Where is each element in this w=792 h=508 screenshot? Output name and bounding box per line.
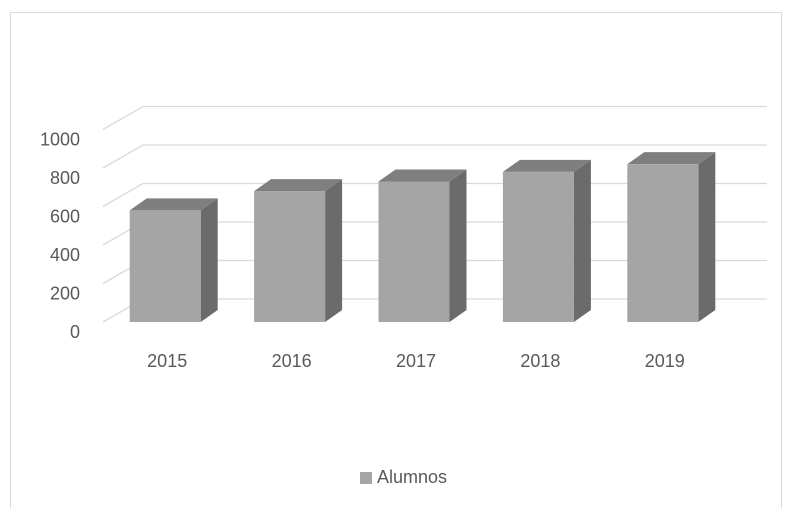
bar-side [698,152,716,322]
x-tick-label: 2019 [645,351,685,371]
bar [378,181,450,322]
bar-top [254,179,343,192]
legend-swatch [360,472,372,484]
bar [129,210,201,322]
x-tick-label: 2016 [272,351,312,371]
legend-label: Alumnos [377,467,447,487]
y-tick-label: 800 [50,168,80,188]
bar-top [502,159,591,172]
x-tick-label: 2017 [396,351,436,371]
y-tick-label: 200 [50,283,80,303]
grid-line [102,105,767,131]
bar-side [449,169,467,322]
bar-side [200,198,218,322]
x-tick-label: 2018 [520,351,560,371]
bar [627,164,699,322]
y-tick-label: 1000 [40,129,80,149]
y-tick-label: 400 [50,245,80,265]
bar-side [325,179,343,322]
y-tick-label: 0 [70,322,80,342]
bar-top [129,198,218,211]
x-tick-label: 2015 [147,351,187,371]
grid-line [102,144,767,169]
bar-side [573,159,591,322]
y-tick-label: 600 [50,206,80,226]
bar-top [627,152,716,165]
bar [502,171,574,322]
bar [254,191,326,322]
bar-top [378,169,467,182]
